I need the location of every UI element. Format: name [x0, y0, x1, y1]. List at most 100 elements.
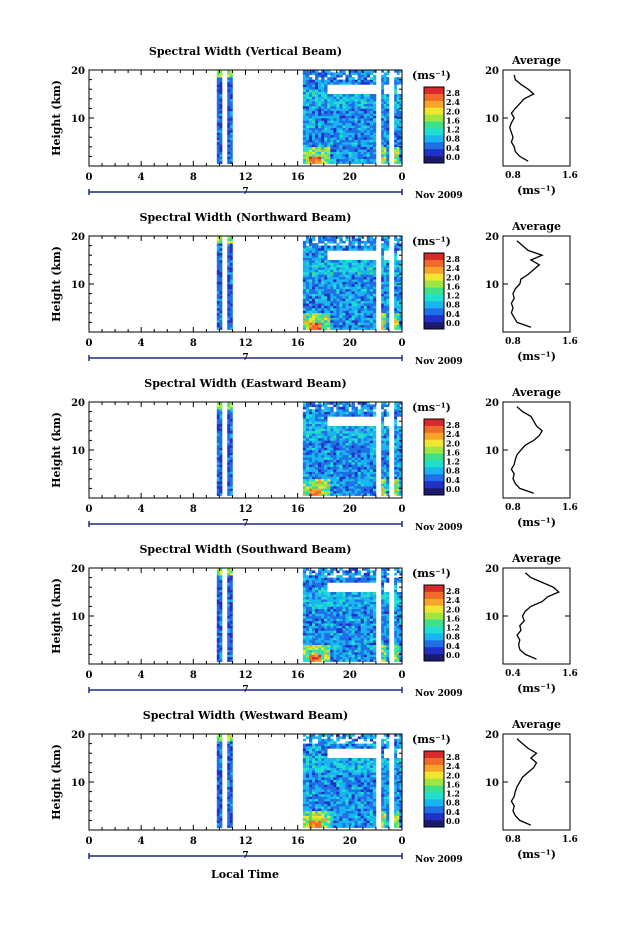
colorbar-tick-label: 0.4 — [446, 309, 460, 319]
heatmap-cell — [372, 108, 377, 112]
heatmap-cell — [330, 238, 334, 242]
heatmap-cell — [342, 577, 346, 581]
heatmap-cell — [345, 572, 349, 576]
heatmap-cell — [315, 414, 319, 417]
heatmap-cell — [318, 303, 322, 306]
heatmap-cell — [312, 118, 316, 121]
heatmap-cell — [386, 130, 390, 133]
heatmap-cell — [324, 151, 328, 155]
heatmap-cell — [354, 488, 358, 492]
heatmap-cell — [330, 94, 334, 97]
heatmap-cell — [366, 647, 371, 650]
colorbar-tick-label: 0.0 — [446, 484, 460, 494]
heatmap-cell — [227, 300, 231, 304]
heatmap-cell — [372, 481, 377, 484]
heatmap-cell — [366, 110, 371, 114]
heatmap-cell — [312, 154, 316, 157]
heatmap-cell — [345, 125, 349, 128]
heatmap-cell — [372, 640, 377, 643]
heatmap-cell — [354, 310, 358, 314]
heatmap-cell — [394, 324, 398, 328]
heatmap-cell — [324, 592, 328, 595]
heatmap-cell — [345, 113, 349, 116]
heatmap-cell — [219, 240, 223, 244]
heatmap-cell — [321, 291, 325, 294]
heatmap-cell — [396, 149, 400, 152]
heatmap-cell — [360, 450, 365, 453]
heatmap-cell — [351, 142, 355, 145]
heatmap-cell — [219, 79, 223, 83]
heatmap-cell — [342, 72, 346, 76]
heatmap-cell — [216, 262, 220, 266]
heatmap-cell — [383, 79, 387, 83]
heatmap-cell — [219, 236, 223, 239]
heatmap-cell — [324, 84, 328, 88]
heatmap-cell — [229, 281, 233, 285]
heatmap-cell — [336, 575, 340, 578]
heatmap-cell — [351, 293, 355, 297]
heatmap-cell — [324, 98, 328, 102]
heatmap-cell — [394, 430, 398, 434]
heatmap-cell — [315, 317, 319, 321]
heatmap-cell — [330, 245, 334, 249]
heatmap-cell — [381, 144, 385, 148]
heatmap-cell — [354, 101, 358, 104]
heatmap-cell — [339, 471, 343, 475]
heatmap-cell — [219, 320, 223, 323]
heatmap-cell — [229, 466, 233, 470]
heatmap-cell — [351, 464, 355, 468]
heatmap-cell — [330, 618, 334, 622]
heatmap-cell — [333, 656, 337, 660]
heatmap-cell — [363, 115, 368, 119]
heatmap-cell — [216, 322, 220, 326]
heatmap-cell — [229, 568, 233, 571]
heatmap-cell — [399, 462, 403, 465]
heatmap-cell — [381, 146, 385, 150]
heatmap-cell — [383, 452, 387, 456]
heatmap-cell — [229, 577, 233, 581]
heatmap-cell — [308, 115, 313, 119]
heatmap-cell — [302, 130, 307, 133]
heatmap-cell — [330, 260, 334, 263]
heatmap-cell — [312, 284, 316, 287]
heatmap-cell — [396, 474, 400, 477]
heatmap-cell — [366, 72, 371, 76]
heatmap-cell — [324, 435, 328, 439]
heatmap-cell — [308, 604, 313, 607]
heatmap-cell — [321, 435, 325, 439]
heatmap-cell — [330, 312, 334, 316]
heatmap-cell — [324, 320, 328, 323]
heatmap-cell — [381, 89, 385, 92]
heatmap-cell — [336, 327, 340, 330]
heatmap-cell — [372, 474, 377, 477]
heatmap-cell — [360, 644, 365, 648]
heatmap-cell — [315, 589, 319, 593]
heatmap-cell — [327, 577, 331, 581]
heatmap-cell — [366, 98, 371, 102]
heatmap-cell — [383, 238, 387, 242]
heatmap-cell — [357, 125, 362, 128]
heatmap-cell — [394, 281, 398, 285]
heatmap-cell — [305, 94, 310, 97]
heatmap-cell — [305, 308, 310, 311]
heatmap-cell — [394, 490, 398, 494]
heatmap-cell — [327, 288, 331, 292]
heatmap-cell — [336, 127, 340, 131]
heatmap-cell — [229, 300, 233, 304]
heatmap-cell — [386, 476, 390, 480]
heatmap-cell — [336, 659, 340, 662]
heatmap-cell — [315, 474, 319, 477]
heatmap-cell — [339, 478, 343, 482]
heatmap-cell — [327, 118, 331, 121]
heatmap-cell — [312, 402, 316, 405]
heatmap-cell — [363, 144, 368, 148]
heatmap-cell — [324, 115, 328, 119]
heatmap-cell — [216, 478, 220, 482]
heatmap-cell — [315, 305, 319, 309]
heatmap-cell — [396, 466, 400, 470]
heatmap-cell — [229, 433, 233, 436]
heatmap-cell — [227, 288, 231, 292]
heatmap-cell — [342, 82, 346, 85]
heatmap-cell — [372, 142, 377, 145]
heatmap-cell — [312, 315, 316, 318]
